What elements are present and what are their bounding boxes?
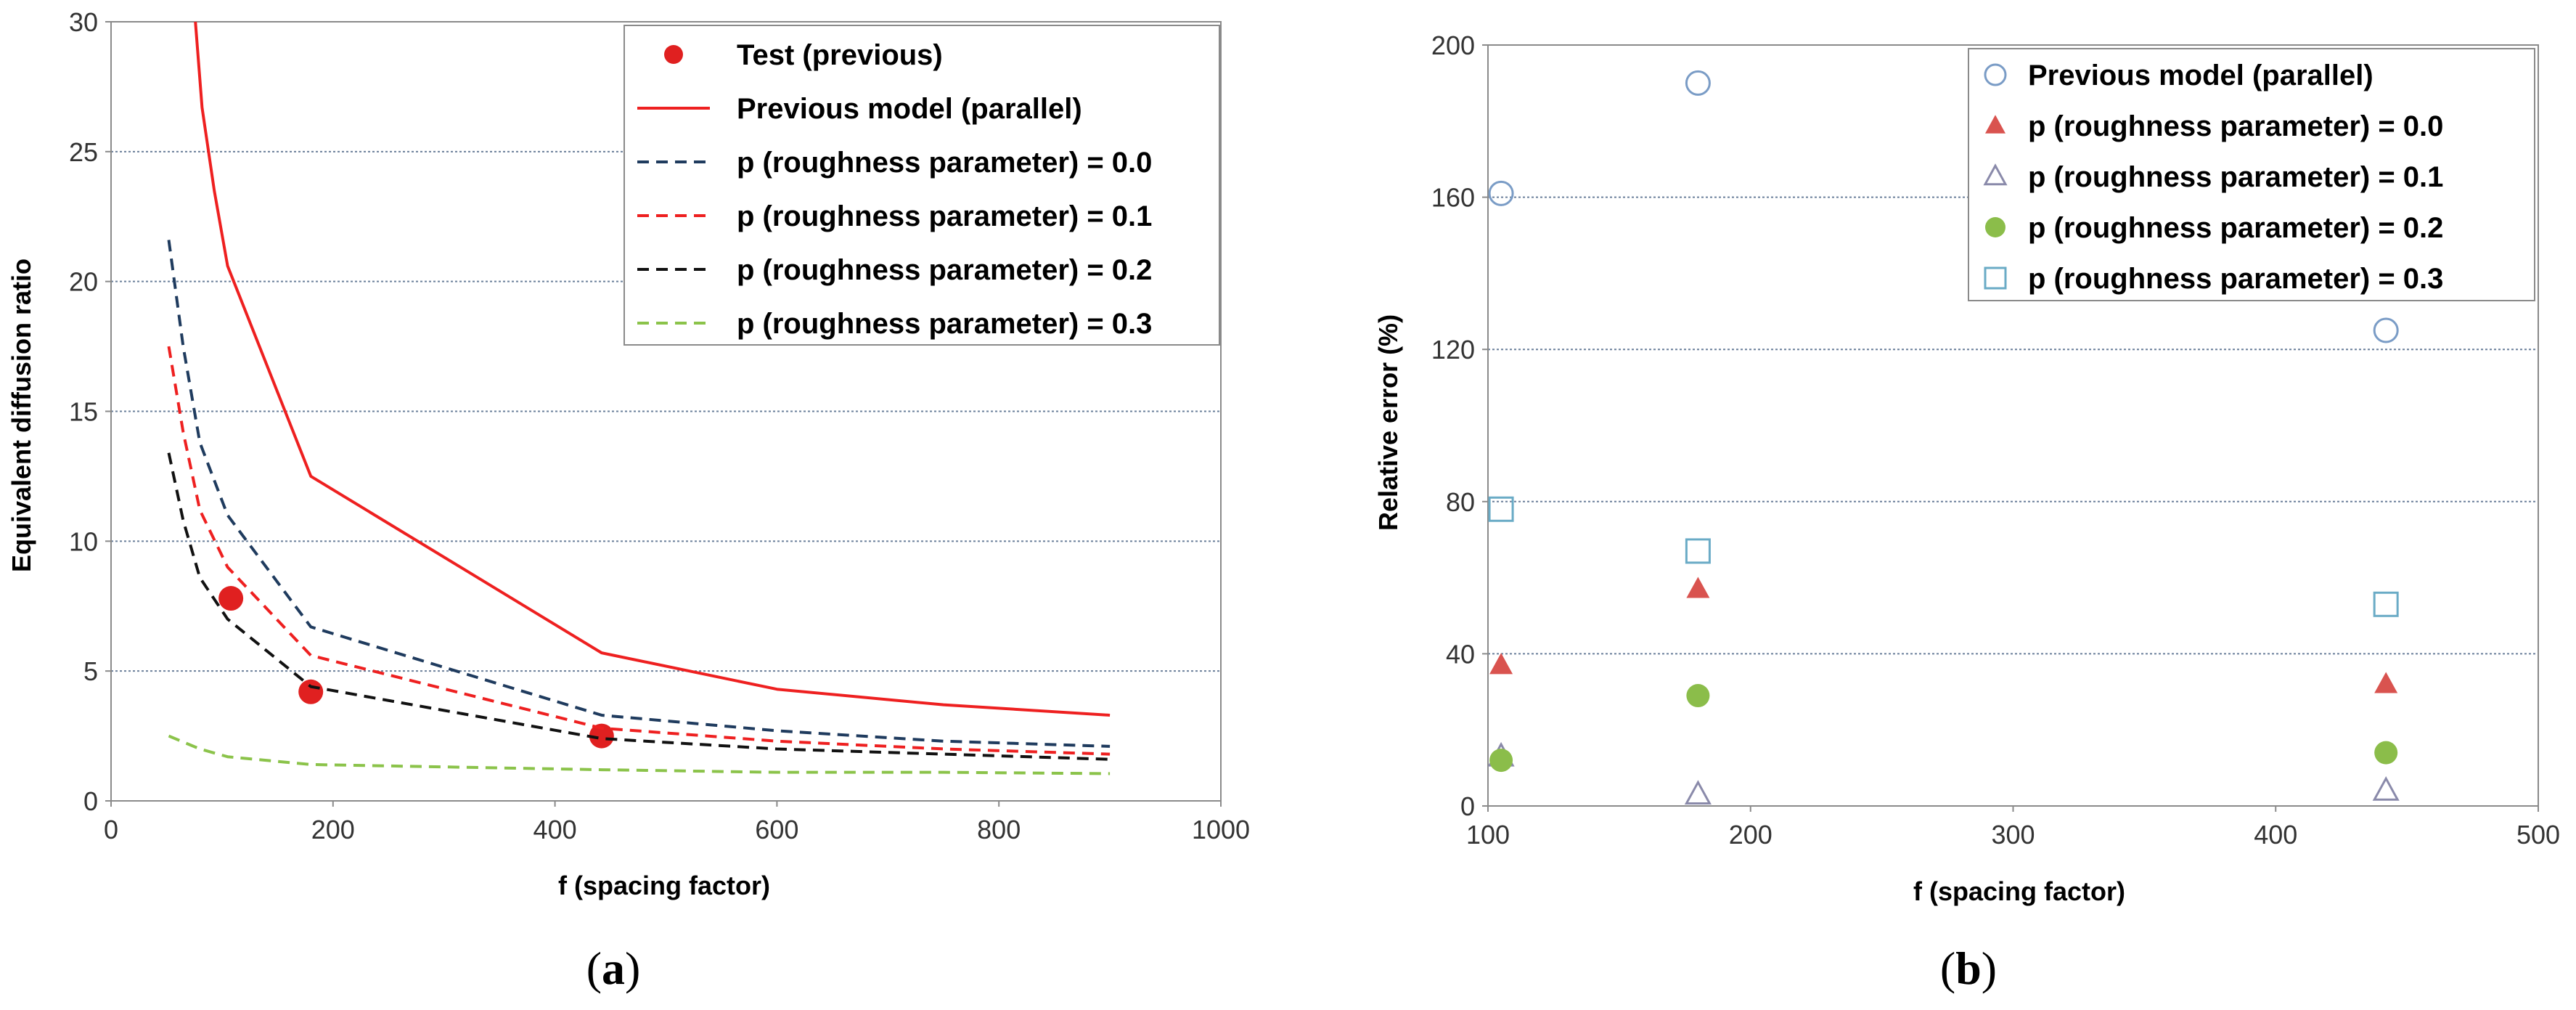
chart-a-x-tick-label: 200	[311, 815, 355, 844]
chart-a-x-tick-label: 0	[104, 815, 118, 844]
chart-a-x-tick-label: 1000	[1192, 815, 1250, 844]
chart-b-x-tick-label: 300	[1991, 820, 2035, 850]
chart-a-y-tick-label: 15	[69, 397, 98, 427]
chart-a-series-line-3	[167, 346, 1111, 756]
chart-a-legend-label-2: p (roughness parameter) = 0.0	[737, 147, 1152, 179]
chart-b-y-axis-label: Relative error (%)	[1373, 314, 1403, 531]
chart-b-series-4-point	[1685, 538, 1711, 564]
chart-b-panel-letter: b	[1955, 942, 1982, 994]
chart-b-legend-swatch-4	[1984, 266, 2007, 290]
chart-a-x-axis-label: f (spacing factor)	[558, 871, 770, 900]
chart-a-legend-label-1: Previous model (parallel)	[737, 93, 1082, 125]
chart-a-legend-box	[623, 25, 1220, 346]
chart-a-series	[167, 21, 1111, 775]
chart-b-grid	[1488, 196, 2538, 655]
chart-b-legend-label-1: p (roughness parameter) = 0.0	[2028, 110, 2443, 142]
chart-a-legend-swatch-0	[664, 45, 683, 64]
chart-b-panel-label: (b)	[1940, 942, 1997, 994]
chart-a-y-tick-label: 0	[83, 786, 98, 816]
chart-a-y-tick-label: 30	[69, 7, 98, 37]
chart-a-series-0-point	[589, 723, 614, 749]
chart-a-y-tick-label: 10	[69, 526, 98, 556]
chart-a-y-tick-label: 5	[83, 656, 98, 686]
chart-b-y-tick-label: 0	[1460, 791, 1475, 821]
chart-a-series-line-4	[167, 452, 1111, 761]
chart-a-legend: Test (previous) Previous model (parallel)…	[623, 25, 1220, 346]
chart-a-x-tick-label: 600	[755, 815, 798, 844]
chart-b-series-2-point	[2372, 776, 2400, 801]
chart-b-legend-box	[1968, 48, 2535, 301]
chart-b-series-1-point	[1489, 653, 1513, 675]
chart-a-legend-label-4: p (roughness parameter) = 0.2	[737, 254, 1152, 286]
chart-b-series-3-point	[1489, 749, 1513, 773]
chart-a-legend-label-0: Test (previous)	[737, 39, 943, 71]
chart-b-y-tick-label: 40	[1446, 639, 1475, 669]
chart-a: 0 200 400 600 800 1000 0 5 10 15 20 25 30 f (spacing…	[7, 7, 1250, 994]
chart-b-x-tick-label: 500	[2516, 820, 2560, 850]
chart-a-series-0-point	[218, 586, 244, 611]
chart-b-y-tick-label: 80	[1446, 487, 1475, 517]
chart-b-series-4-point	[1488, 496, 1514, 522]
chart-b-ticks: 100 200 300 400 500 0 40 80 120 160 200	[1431, 30, 2560, 850]
chart-a-y-tick-label: 20	[69, 267, 98, 297]
chart-a-x-tick-label: 400	[533, 815, 577, 844]
chart-b-series-2-point	[1684, 780, 1712, 805]
chart-a-series-line-5	[168, 734, 1111, 775]
chart-b-series-0-point	[1488, 180, 1514, 206]
chart-b-legend-label-0: Previous model (parallel)	[2028, 60, 2373, 91]
chart-b-series	[1487, 70, 2400, 805]
chart-b: 100 200 300 400 500 0 40 80 120 160 200 f (spacing…	[1373, 30, 2560, 994]
chart-b-series-1-point	[2374, 672, 2398, 693]
chart-b-series-3-point	[1686, 684, 1710, 708]
chart-b-legend-swatch-2	[1983, 163, 2008, 186]
chart-b-y-tick-label: 160	[1431, 183, 1475, 213]
chart-a-legend-label-5: p (roughness parameter) = 0.3	[737, 308, 1152, 340]
chart-a-panel-letter: a	[602, 942, 625, 994]
chart-a-legend-label-3: p (roughness parameter) = 0.1	[737, 200, 1152, 232]
chart-b-legend-swatch-3	[1985, 217, 2005, 237]
chart-a-y-axis-label: Equivalent diffusion ratio	[7, 258, 36, 572]
chart-b-legend-label-4: p (roughness parameter) = 0.3	[2028, 263, 2443, 295]
chart-b-x-tick-label: 100	[1466, 820, 1510, 850]
chart-b-legend-swatch-1	[1985, 115, 2005, 134]
chart-a-ticks: 0 200 400 600 800 1000 0 5 10 15 20 25 30	[69, 7, 1250, 844]
chart-b-series-3-point	[2374, 741, 2398, 765]
chart-b-x-axis-label: f (spacing factor)	[1913, 876, 2125, 906]
chart-b-series-0-point	[1685, 70, 1711, 96]
chart-b-legend-swatch-0	[1984, 63, 2007, 86]
chart-a-series-0-point	[298, 679, 324, 704]
chart-b-series-1-point	[1686, 577, 1710, 598]
chart-b-x-tick-label: 400	[2254, 820, 2297, 850]
chart-a-series-line-1	[194, 21, 1111, 717]
chart-b-series-0-point	[2373, 317, 2399, 343]
chart-a-x-tick-label: 800	[977, 815, 1021, 844]
chart-b-x-tick-label: 200	[1729, 820, 1772, 850]
chart-b-y-tick-label: 120	[1431, 335, 1475, 365]
chart-a-y-tick-label: 25	[69, 137, 98, 167]
chart-b-legend-label-3: p (roughness parameter) = 0.2	[2028, 212, 2443, 244]
chart-a-panel-label: (a)	[586, 942, 641, 994]
chart-b-legend: Previous model (parallel) p (roughness pa…	[1968, 48, 2535, 301]
chart-a-series-line-2	[167, 240, 1111, 748]
chart-b-series-4-point	[2373, 591, 2399, 617]
chart-b-legend-label-2: p (roughness parameter) = 0.1	[2028, 161, 2443, 193]
chart-b-y-tick-label: 200	[1431, 30, 1475, 60]
